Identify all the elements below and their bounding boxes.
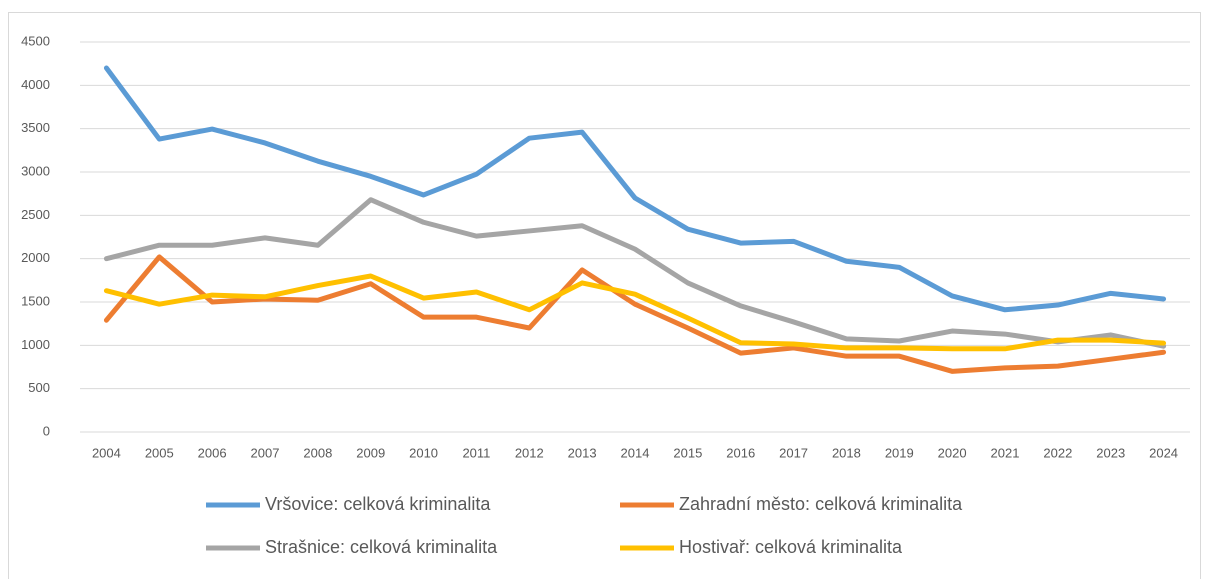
x-tick-label: 2020 [938, 445, 967, 460]
x-tick-label: 2009 [356, 445, 385, 460]
y-tick-label: 3500 [21, 120, 50, 135]
x-tick-label: 2019 [885, 445, 914, 460]
x-tick-label: 2013 [568, 445, 597, 460]
x-tick-label: 2016 [726, 445, 755, 460]
x-tick-label: 2006 [198, 445, 227, 460]
x-tick-label: 2022 [1043, 445, 1072, 460]
series-line [103, 273, 1167, 352]
y-tick-label: 4000 [21, 77, 50, 92]
y-tick-label: 4500 [21, 33, 50, 48]
x-tick-label: 2008 [303, 445, 332, 460]
x-tick-label: 2015 [673, 445, 702, 460]
legend-label: Strašnice: celková kriminalita [265, 537, 498, 557]
y-tick-label: 2500 [21, 207, 50, 222]
x-tick-label: 2021 [991, 445, 1020, 460]
y-tick-label: 500 [28, 380, 50, 395]
legend-label: Hostivař: celková kriminalita [679, 537, 903, 557]
x-tick-label: 2017 [779, 445, 808, 460]
x-tick-label: 2011 [462, 445, 490, 460]
y-tick-label: 1500 [21, 293, 50, 308]
y-tick-label: 3000 [21, 163, 50, 178]
x-tick-label: 2012 [515, 445, 544, 460]
chart-frame [8, 12, 1201, 579]
y-tick-label: 1000 [21, 337, 50, 352]
x-tick-label: 2024 [1149, 445, 1178, 460]
x-tick-label: 2014 [621, 445, 650, 460]
legend-label: Zahradní město: celková kriminalita [679, 494, 963, 514]
y-tick-label: 2000 [21, 250, 50, 265]
x-tick-label: 2007 [251, 445, 280, 460]
y-tick-label: 0 [43, 423, 50, 438]
series-line [103, 197, 1167, 349]
series-line [103, 65, 1167, 313]
x-tick-label: 2023 [1096, 445, 1125, 460]
x-tick-label: 2004 [92, 445, 121, 460]
x-tick-label: 2010 [409, 445, 438, 460]
x-tick-label: 2005 [145, 445, 174, 460]
series-line [103, 254, 1167, 374]
legend-label: Vršovice: celková kriminalita [265, 494, 491, 514]
x-tick-label: 2018 [832, 445, 861, 460]
